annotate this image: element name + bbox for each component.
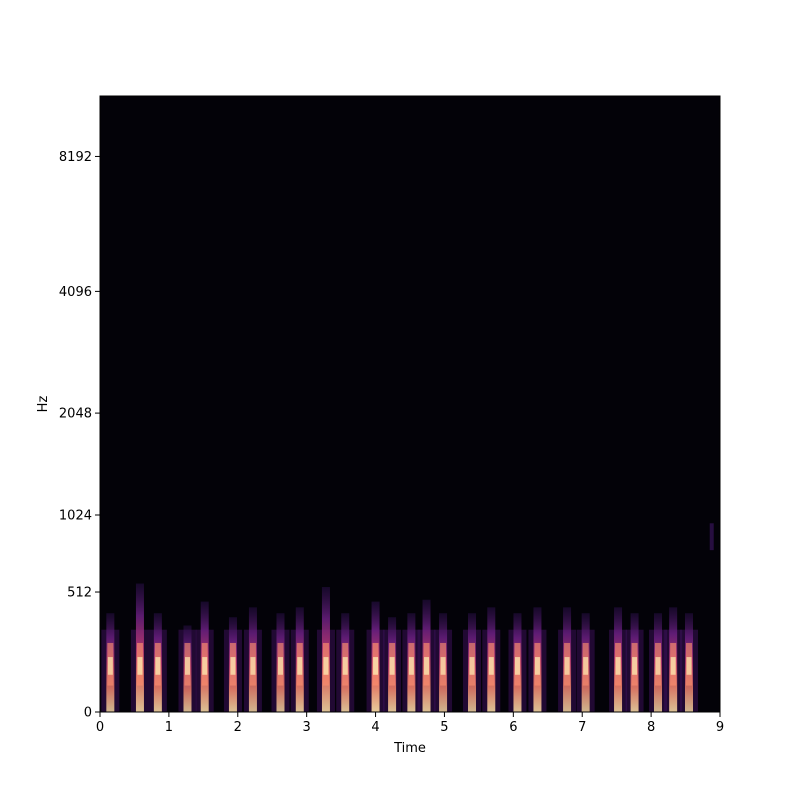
x-axis-label: Time (393, 741, 426, 756)
spectrogram-onset-band (508, 613, 527, 712)
spectrogram-onset-band (148, 613, 167, 712)
x-tick-label: 1 (165, 720, 173, 735)
x-tick-label: 3 (303, 720, 311, 735)
x-tick-label: 6 (509, 720, 517, 735)
spectrogram-onset-band (463, 613, 481, 712)
spectrogram-onset-band (576, 613, 595, 712)
y-axis-ticks: 0 512 1024 2048 4096 8192 (59, 150, 100, 721)
x-tick-label: 2 (234, 720, 242, 735)
x-tick-label: 8 (647, 720, 655, 735)
spectrogram-onset-band (195, 601, 214, 712)
spectrogram-onset-band (243, 607, 262, 712)
spectrogram-onset-band (709, 523, 714, 551)
spectrogram-onset-band (482, 607, 501, 712)
x-tick-label: 5 (440, 720, 448, 735)
y-tick-label: 512 (67, 586, 92, 601)
spectrogram-onset-band (625, 613, 644, 712)
y-tick-label: 4096 (59, 285, 92, 300)
spectrogram-onset-band (178, 625, 197, 712)
spectrogram-onset-band (609, 607, 628, 712)
spectrogram-onset-band (336, 613, 355, 712)
spectrogram-onset-band (558, 607, 577, 712)
y-tick-label: 1024 (59, 509, 92, 524)
x-axis-ticks: 0 1 2 3 4 5 6 7 8 9 (96, 712, 724, 735)
spectrogram-onset-band (383, 617, 402, 712)
spectrogram-energy-bands (101, 523, 714, 712)
plot-frame (99, 95, 721, 713)
spectrogram-onset-band (528, 607, 547, 712)
spectrogram-onset-band (366, 601, 385, 712)
spectrogram-onset-band (290, 607, 309, 712)
spectrogram-onset-band (680, 613, 698, 712)
spectrogram-onset-band (316, 587, 335, 712)
y-tick-label: 0 (84, 706, 92, 721)
y-axis-label: Hz (36, 396, 51, 413)
y-tick-label: 2048 (59, 407, 92, 422)
spectrogram-onset-band (402, 613, 421, 712)
y-tick-label: 8192 (59, 150, 92, 165)
spectrogram-onset-band (434, 613, 453, 712)
spectrogram-onset-band (130, 583, 149, 712)
x-tick-label: 4 (371, 720, 379, 735)
spectrogram-onset-band (417, 599, 436, 712)
x-tick-label: 0 (96, 720, 104, 735)
spectrogram-onset-band (664, 607, 683, 712)
spectrogram-onset-band (223, 617, 242, 712)
x-tick-label: 9 (716, 720, 724, 735)
spectrogram-onset-band (271, 613, 290, 712)
spectrogram-onset-band (101, 613, 120, 712)
spectrogram-onset-band (649, 613, 667, 712)
x-tick-label: 7 (578, 720, 586, 735)
